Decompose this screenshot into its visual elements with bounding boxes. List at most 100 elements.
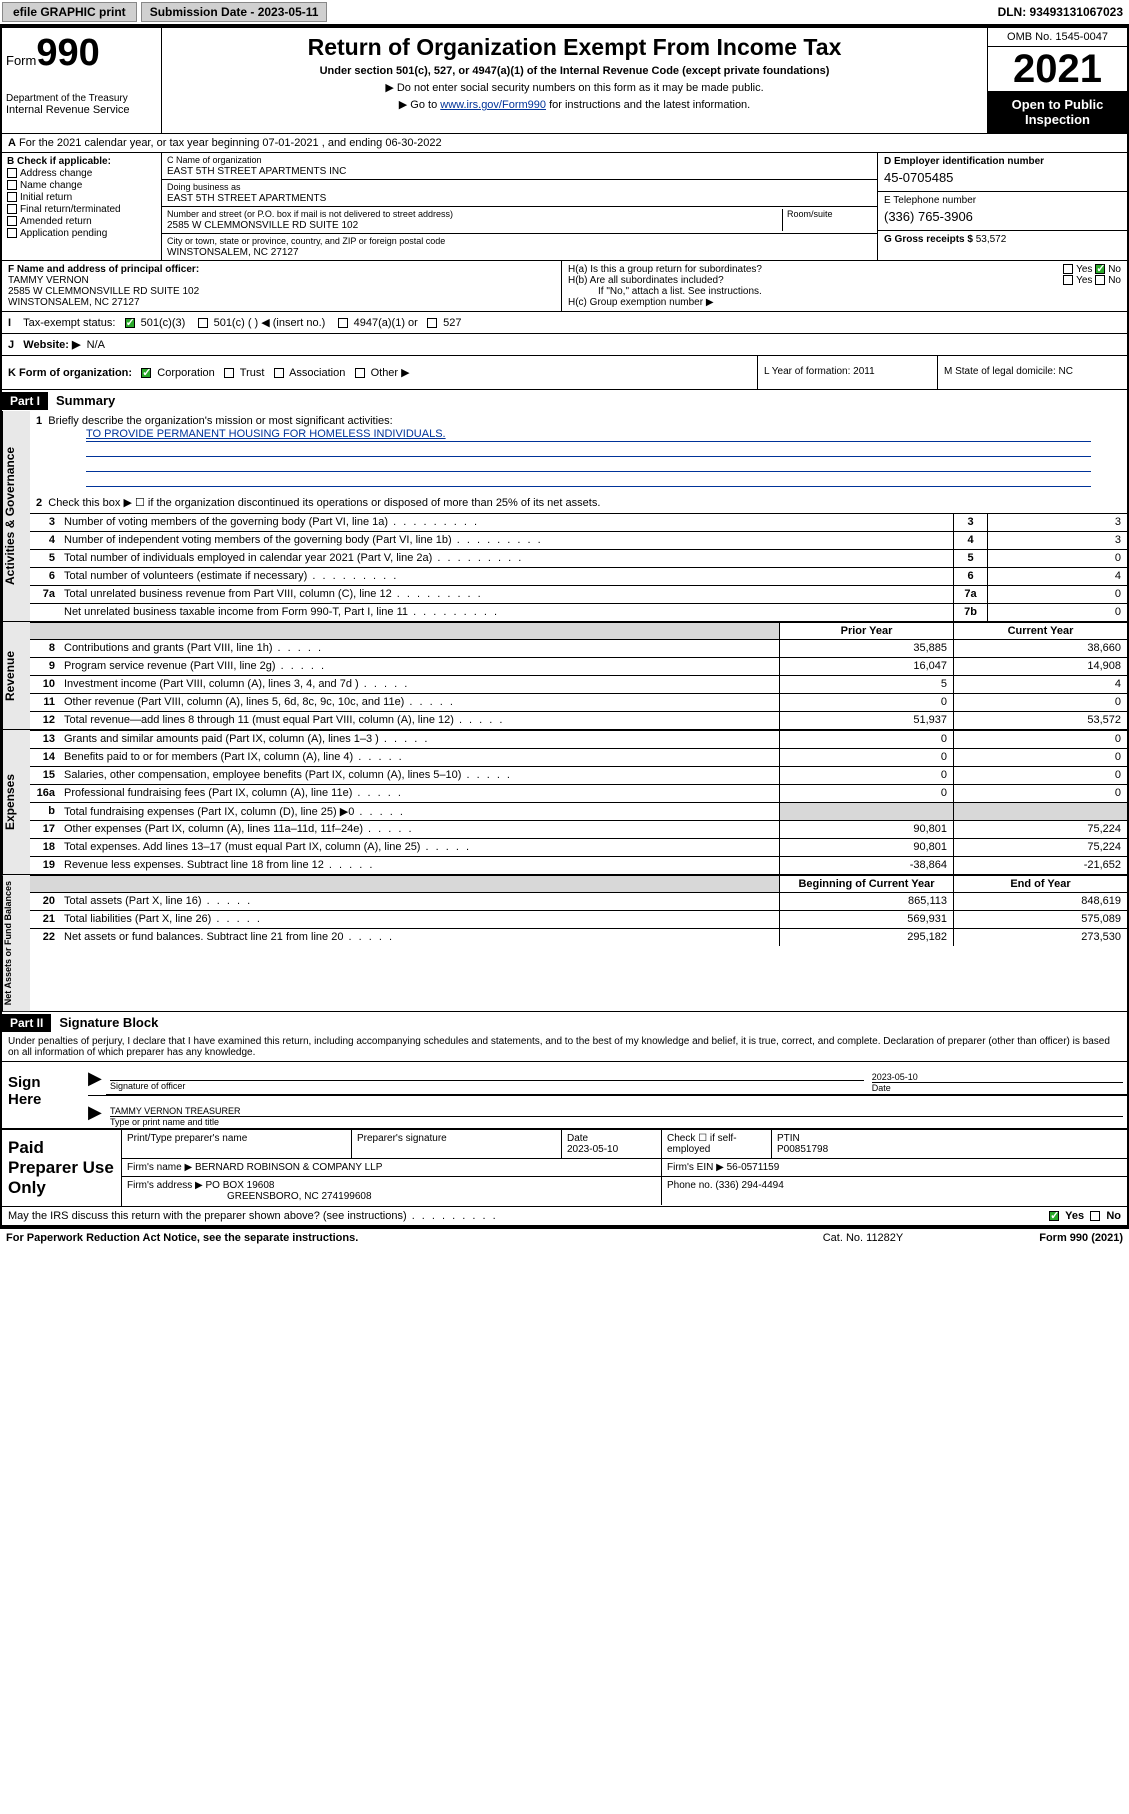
ptin-field: PTINP00851798 [772, 1130, 1127, 1158]
discuss-yes-checkbox[interactable] [1049, 1211, 1059, 1221]
hb-no-checkbox[interactable] [1095, 275, 1105, 285]
form-subtitle-1: Under section 501(c), 527, or 4947(a)(1)… [168, 65, 981, 77]
firm-phone-field: Phone no. (336) 294-4494 [662, 1177, 1127, 1205]
check-option[interactable]: Address change [7, 168, 156, 179]
tax-year: 2021 [988, 47, 1127, 91]
section-c: C Name of organization EAST 5TH STREET A… [162, 153, 877, 260]
line1-text: Briefly describe the organization's miss… [48, 415, 392, 427]
form-subtitle-3: ▶ Go to www.irs.gov/Form990 for instruct… [168, 98, 981, 111]
form-container: Form990 Department of the Treasury Inter… [0, 26, 1129, 1227]
summary-line: 21Total liabilities (Part X, line 26)569… [30, 910, 1127, 928]
street-label: Number and street (or P.O. box if mail i… [167, 209, 453, 219]
trust-checkbox[interactable] [224, 368, 234, 378]
state-domicile: M State of legal domicile: NC [937, 356, 1127, 389]
room-label: Room/suite [787, 209, 833, 219]
sig-arrow-icon-2: ▶ [88, 1096, 106, 1128]
check-option[interactable]: Application pending [7, 228, 156, 239]
open-public-badge: Open to Public Inspection [988, 91, 1127, 133]
officer-addr2: WINSTONSALEM, NC 27127 [8, 297, 140, 308]
summary-line: 13Grants and similar amounts paid (Part … [30, 730, 1127, 748]
sign-here-label: Sign Here [2, 1062, 82, 1128]
tab-expenses: Expenses [2, 730, 30, 874]
city-value: WINSTONSALEM, NC 27127 [167, 247, 299, 258]
preparer-sig-label: Preparer's signature [352, 1130, 562, 1158]
sig-officer-field[interactable]: Signature of officer [106, 1062, 868, 1095]
summary-line: 7aTotal unrelated business revenue from … [30, 585, 1127, 603]
check-option[interactable]: Amended return [7, 216, 156, 227]
summary-line: 14Benefits paid to or for members (Part … [30, 748, 1127, 766]
website-label: Website: ▶ [23, 339, 80, 351]
footer: For Paperwork Reduction Act Notice, see … [0, 1227, 1129, 1247]
part-1: Part I Summary Activities & Governance 1… [2, 389, 1127, 1011]
org-name: EAST 5TH STREET APARTMENTS INC [167, 166, 346, 177]
hb-yes-checkbox[interactable] [1063, 275, 1073, 285]
form-title: Return of Organization Exempt From Incom… [168, 34, 981, 61]
form-number: 990 [36, 32, 99, 74]
gross-value: 53,572 [976, 234, 1007, 245]
527-checkbox[interactable] [427, 318, 437, 328]
col-current-header: Current Year [953, 623, 1127, 639]
summary-line: 5Total number of individuals employed in… [30, 549, 1127, 567]
firm-addr-field: Firm's address ▶ PO BOX 19608 GREENSBORO… [122, 1177, 662, 1205]
501c-checkbox[interactable] [198, 318, 208, 328]
preparer-name-label: Print/Type preparer's name [122, 1130, 352, 1158]
sig-arrow-icon: ▶ [88, 1062, 106, 1095]
dept-treasury: Department of the Treasury [6, 93, 157, 104]
phone-label: E Telephone number [884, 195, 976, 206]
firm-ein-field: Firm's EIN ▶ 56-0571159 [662, 1159, 1127, 1176]
assoc-checkbox[interactable] [274, 368, 284, 378]
check-option[interactable]: Initial return [7, 192, 156, 203]
other-checkbox[interactable] [355, 368, 365, 378]
tax-exempt-label: Tax-exempt status: [23, 317, 115, 329]
irs-link[interactable]: www.irs.gov/Form990 [440, 99, 546, 111]
summary-line: 20Total assets (Part X, line 16)865,1138… [30, 892, 1127, 910]
summary-line: 3Number of voting members of the governi… [30, 513, 1127, 531]
hb-label: H(b) Are all subordinates included? [568, 275, 724, 286]
city-label: City or town, state or province, country… [167, 236, 445, 246]
row-a-tax-year: A For the 2021 calendar year, or tax yea… [2, 133, 1127, 152]
section-f: F Name and address of principal officer:… [2, 261, 562, 311]
year-formation: L Year of formation: 2011 [757, 356, 937, 389]
summary-line: 16aProfessional fundraising fees (Part I… [30, 784, 1127, 802]
ha-no-checkbox[interactable] [1095, 264, 1105, 274]
officer-name-field: TAMMY VERNON TREASURER Type or print nam… [106, 1096, 1127, 1128]
part-2: Part II Signature Block [2, 1011, 1127, 1033]
ha-yes-checkbox[interactable] [1063, 264, 1073, 274]
dba-value: EAST 5TH STREET APARTMENTS [167, 193, 326, 204]
4947-checkbox[interactable] [338, 318, 348, 328]
tab-revenue: Revenue [2, 622, 30, 729]
part-2-title: Signature Block [51, 1012, 166, 1033]
501c3-checkbox[interactable] [125, 318, 135, 328]
summary-line: Net unrelated business taxable income fr… [30, 603, 1127, 621]
check-option[interactable]: Name change [7, 180, 156, 191]
summary-line: 10Investment income (Part VIII, column (… [30, 675, 1127, 693]
col-begin-header: Beginning of Current Year [779, 876, 953, 892]
footer-left: For Paperwork Reduction Act Notice, see … [6, 1232, 763, 1244]
section-j: J Website: ▶ N/A [2, 333, 1127, 355]
efile-button[interactable]: efile GRAPHIC print [2, 2, 137, 22]
hc-label: H(c) Group exemption number ▶ [568, 297, 1121, 308]
header-mid: Return of Organization Exempt From Incom… [162, 28, 987, 133]
irs-label: Internal Revenue Service [6, 104, 157, 116]
summary-line: bTotal fundraising expenses (Part IX, co… [30, 802, 1127, 820]
corp-checkbox[interactable] [141, 368, 151, 378]
discuss-no-checkbox[interactable] [1090, 1211, 1100, 1221]
dln: DLN: 93493131067023 [998, 5, 1127, 19]
line2-text: Check this box ▶ ☐ if the organization d… [48, 497, 600, 509]
summary-line: 6Total number of volunteers (estimate if… [30, 567, 1127, 585]
header-right: OMB No. 1545-0047 2021 Open to Public In… [987, 28, 1127, 133]
col-prior-header: Prior Year [779, 623, 953, 639]
dba-label: Doing business as [167, 182, 241, 192]
part-1-title: Summary [48, 390, 123, 411]
ha-label: H(a) Is this a group return for subordin… [568, 264, 762, 275]
officer-name: TAMMY VERNON [8, 275, 89, 286]
summary-line: 15Salaries, other compensation, employee… [30, 766, 1127, 784]
mission-text: TO PROVIDE PERMANENT HOUSING FOR HOMELES… [86, 428, 1091, 442]
gross-label: G Gross receipts $ [884, 234, 973, 245]
penalty-text: Under penalties of perjury, I declare th… [2, 1033, 1127, 1061]
section-b: B Check if applicable: Address changeNam… [2, 153, 162, 260]
self-employed-check[interactable]: Check ☐ if self-employed [662, 1130, 772, 1158]
check-option[interactable]: Final return/terminated [7, 204, 156, 215]
summary-line: 19Revenue less expenses. Subtract line 1… [30, 856, 1127, 874]
section-i: I Tax-exempt status: 501(c)(3) 501(c) ( … [2, 311, 1127, 333]
